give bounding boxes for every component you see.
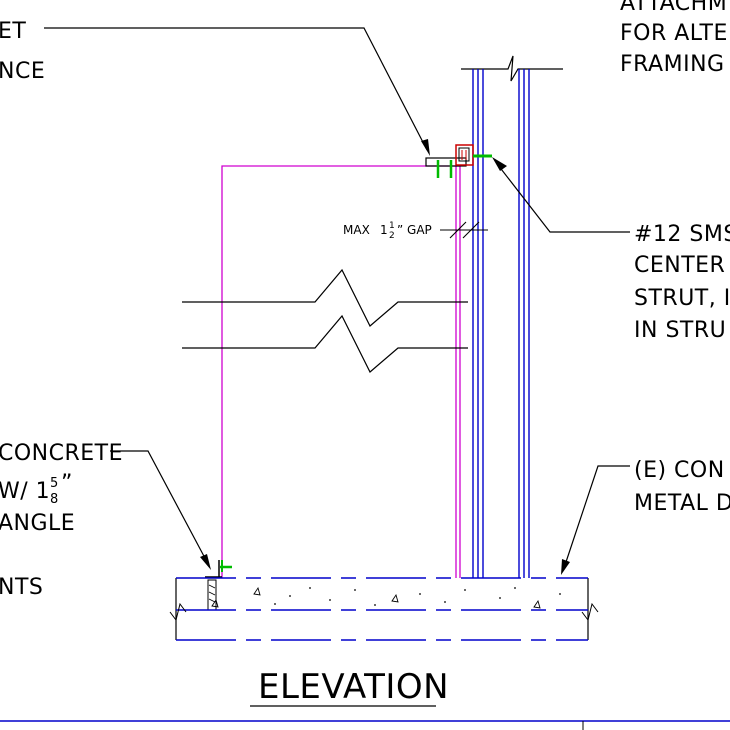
note-left-bottom-frac-num: 5: [50, 476, 59, 491]
arrowhead-right-mid: [492, 157, 507, 171]
gap-tick-1: [449, 221, 467, 239]
note-right-bottom-line-1: (E) CON: [634, 458, 725, 483]
note-left-top-line-2: NCE: [0, 59, 45, 84]
note-left-bottom-line-2: W/ 1: [0, 479, 50, 504]
gap-tick-2: [462, 221, 480, 239]
note-left-bottom-line-3: ANGLE: [0, 511, 75, 536]
note-right-top-line-3: FRAMING: [620, 52, 725, 77]
gap-note-suffix: ” GAP: [397, 223, 432, 237]
concrete-slab: [169, 577, 599, 641]
drawing-title: ELEVATION: [258, 667, 449, 707]
top-clip-assembly: [425, 144, 492, 178]
note-left-bottom-line-4: NTS: [0, 575, 43, 600]
gap-note-whole: 1: [380, 223, 388, 237]
leader-right-bottom: [564, 465, 630, 566]
gap-note-den: 2: [389, 231, 395, 241]
leader-left-bottom: [110, 450, 207, 561]
note-left-bottom-frac-den: 8: [50, 492, 59, 507]
arrowhead-left-bottom: [200, 554, 211, 570]
arrowhead-left-top: [421, 139, 430, 156]
gap-note-num: 1: [389, 221, 395, 231]
note-left-bottom-line-1: CONCRETE: [0, 441, 123, 466]
leader-left-top: [44, 27, 428, 151]
note-left-top-line-1: ET: [0, 19, 26, 44]
note-right-top-line-1: ATTACHM: [620, 0, 727, 16]
arrowhead-right-bottom: [561, 559, 570, 575]
wall-break-line-lower: [182, 314, 468, 373]
wall-break-line-upper: [182, 268, 468, 327]
note-left-bottom-frac-suffix: ”: [61, 471, 73, 496]
strut-top-break-line: [461, 55, 563, 82]
note-right-top-line-2: FOR ALTE: [620, 21, 728, 46]
strut-columns: [472, 69, 530, 578]
note-right-mid-line-3: STRUT, I: [634, 286, 730, 311]
gap-note: MAX 1 1 2 ” GAP: [343, 221, 432, 241]
note-right-mid-line-2: CENTER: [634, 253, 725, 278]
leader-right-mid: [497, 164, 630, 233]
wall-framing: [221, 165, 461, 578]
gap-note-prefix: MAX: [343, 223, 370, 237]
note-right-mid-line-4: IN STRU: [634, 318, 726, 343]
note-right-bottom-line-2: METAL D: [634, 491, 730, 516]
note-right-mid-line-1: #12 SMS: [634, 222, 730, 247]
